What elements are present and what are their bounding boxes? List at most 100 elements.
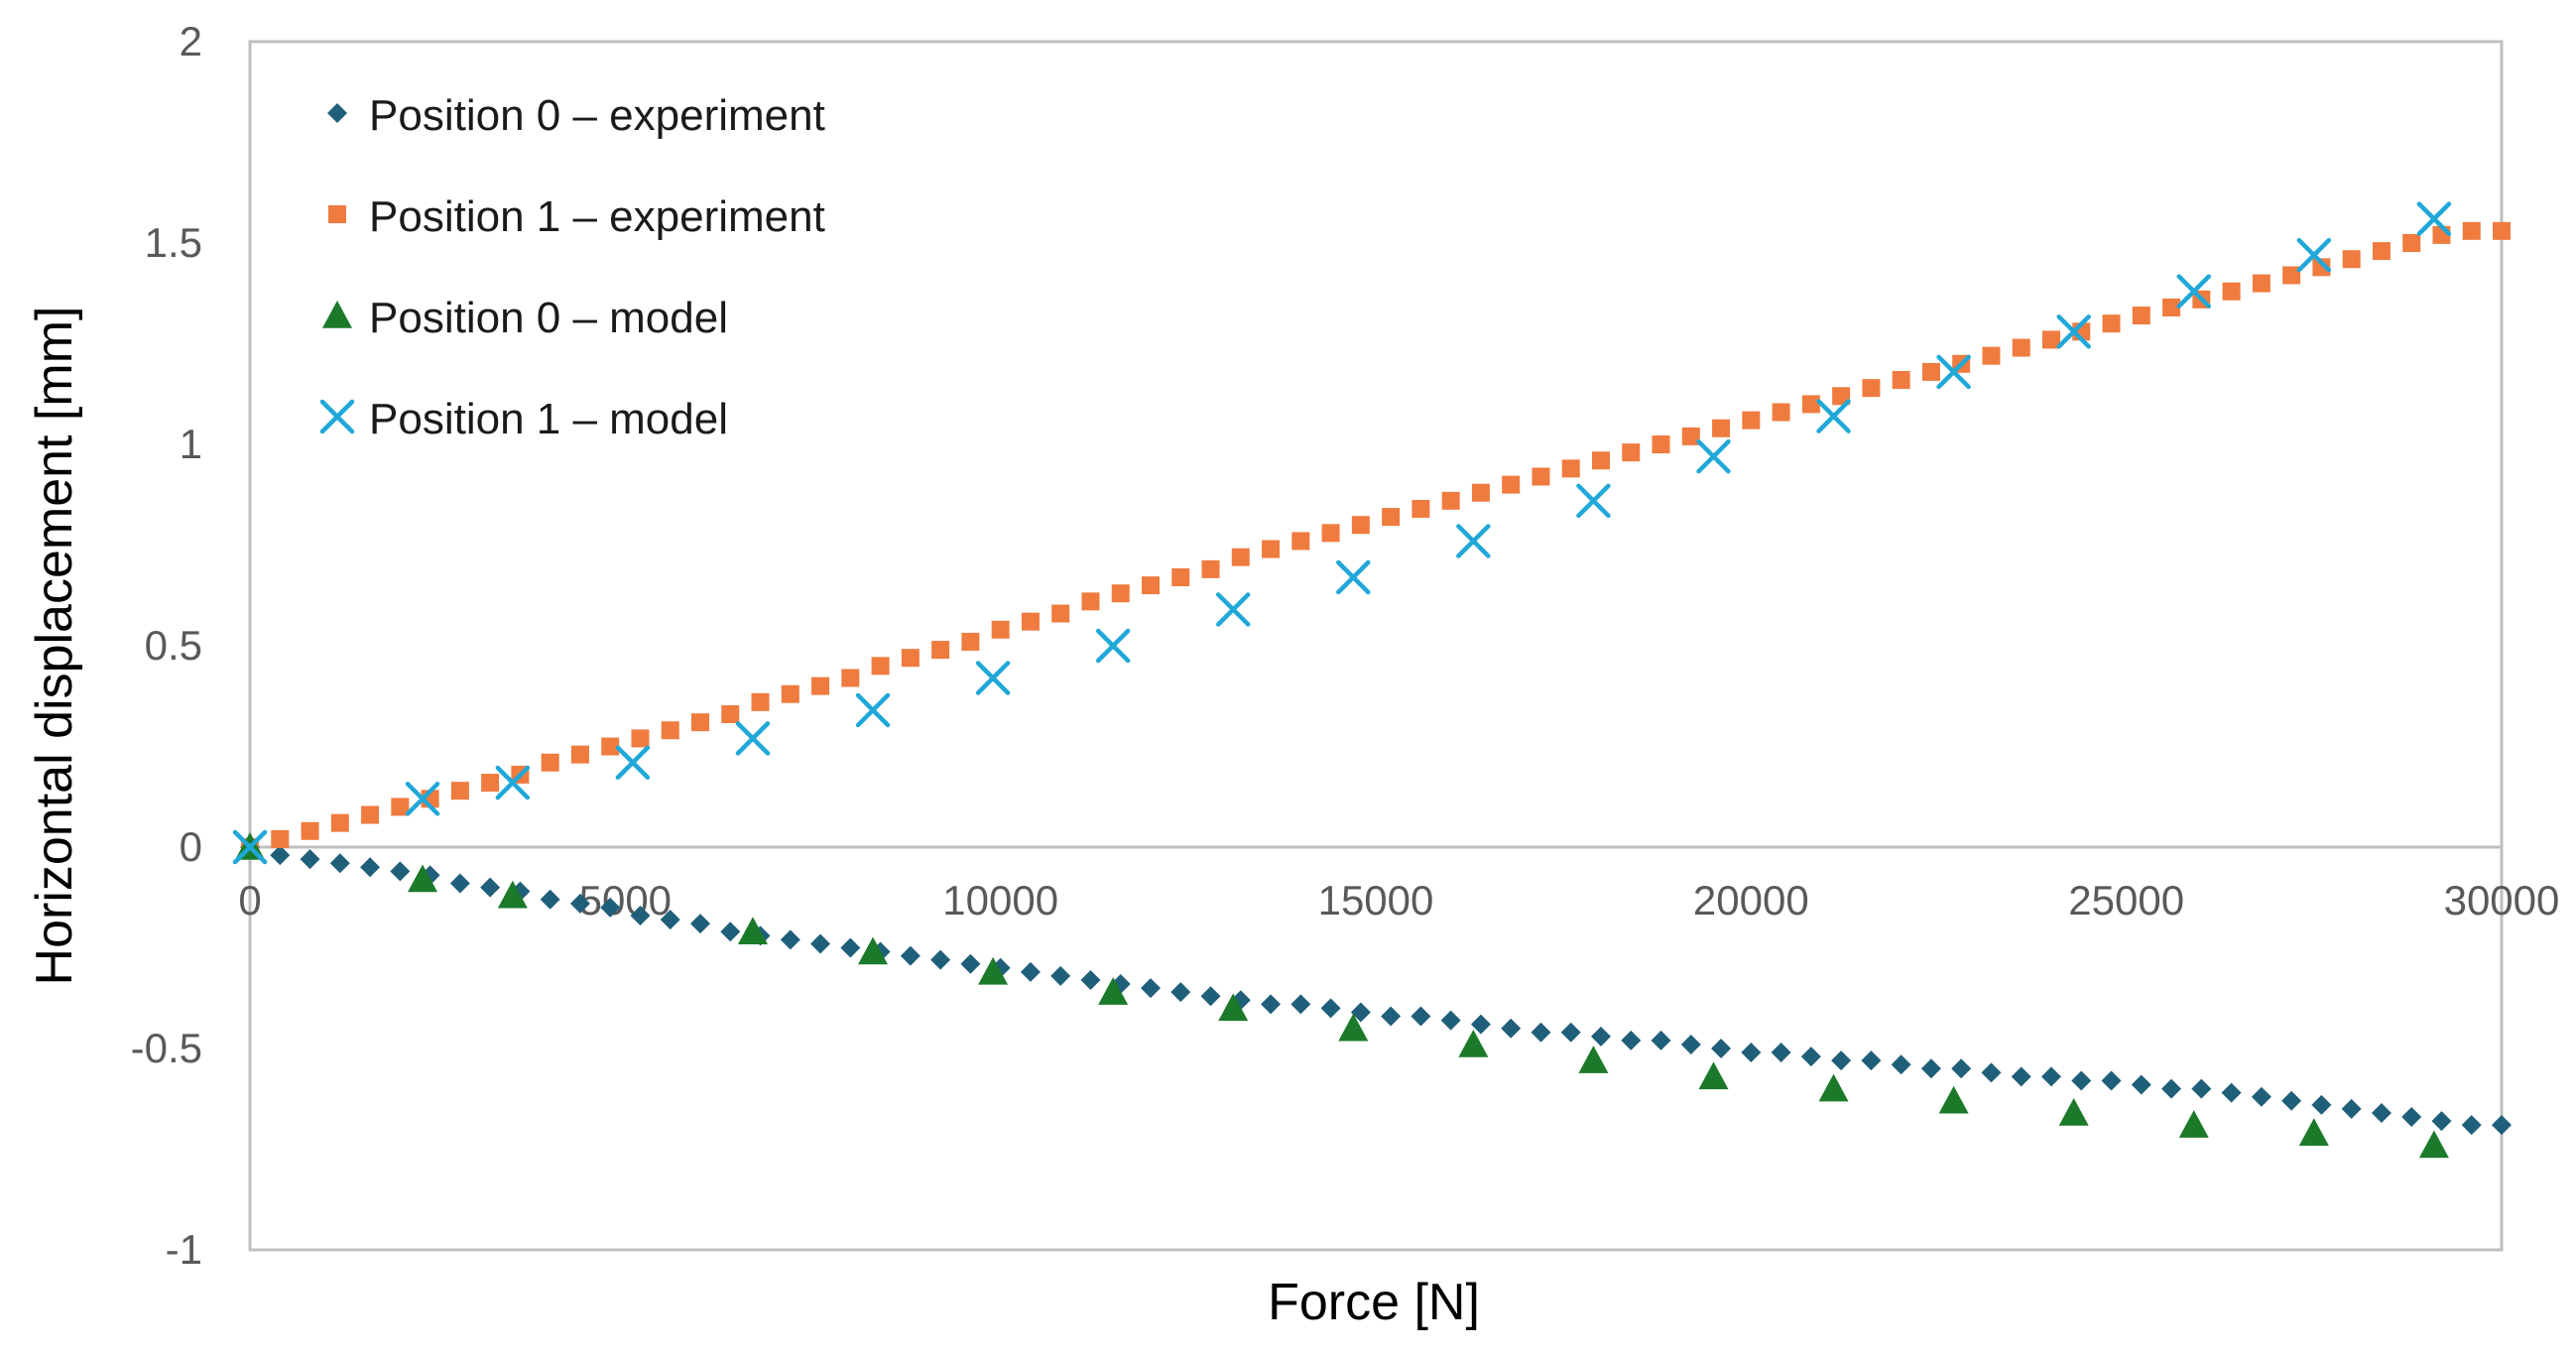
square-marker xyxy=(781,684,799,703)
square-marker xyxy=(1142,576,1160,595)
x-marker xyxy=(615,745,651,780)
square-marker xyxy=(1262,540,1281,558)
square-marker xyxy=(1532,467,1550,486)
square-marker xyxy=(661,721,679,740)
diamond-marker xyxy=(1831,1050,1852,1071)
diamond-marker xyxy=(1290,994,1311,1015)
triangle-marker xyxy=(978,956,1009,985)
triangle-marker xyxy=(497,880,528,909)
diamond-marker xyxy=(1320,998,1341,1019)
x-marker xyxy=(1215,592,1251,627)
diamond-marker xyxy=(2101,1070,2122,1091)
diamond-marker xyxy=(480,877,501,898)
square-marker xyxy=(1622,443,1641,462)
square-marker xyxy=(871,657,890,676)
diamond-marker xyxy=(2191,1078,2212,1099)
diamond-marker xyxy=(1141,978,1161,999)
square-marker xyxy=(2012,338,2030,357)
diamond-marker xyxy=(2341,1098,2362,1119)
diamond-marker xyxy=(840,937,861,958)
triangle-marker xyxy=(2058,1097,2089,1126)
x-marker xyxy=(1095,628,1131,664)
x-marker xyxy=(1336,559,1371,595)
triangle-marker xyxy=(1818,1073,1849,1102)
diamond-marker xyxy=(270,845,291,866)
diamond-marker xyxy=(360,857,381,878)
legend: Position 0 – experiment Position 1 – expe… xyxy=(319,91,825,443)
square-marker xyxy=(1712,419,1731,437)
square-marker xyxy=(361,805,380,824)
square-marker xyxy=(1921,362,1940,381)
x-marker xyxy=(1936,354,1971,390)
square-marker xyxy=(1772,403,1790,422)
series-layer xyxy=(232,201,2512,1159)
triangle-marker xyxy=(1938,1085,1969,1114)
square-marker xyxy=(1862,379,1881,398)
legend-triangle-marker xyxy=(322,301,352,328)
diamond-marker xyxy=(930,949,951,970)
x-marker xyxy=(1696,438,1731,474)
diamond-marker xyxy=(1861,1050,1882,1071)
square-marker xyxy=(2312,258,2331,277)
x-marker xyxy=(2416,201,2452,236)
square-marker xyxy=(1652,435,1670,453)
diamond-marker xyxy=(1891,1054,1911,1075)
diamond-marker xyxy=(1261,994,1282,1015)
square-marker xyxy=(901,649,920,668)
x-marker xyxy=(735,721,771,756)
square-marker xyxy=(271,829,290,848)
x-tick-label: 20000 xyxy=(1693,877,1809,924)
square-marker xyxy=(811,677,830,695)
diamond-marker xyxy=(780,929,800,950)
square-marker xyxy=(2372,242,2391,261)
diamond-marker xyxy=(1771,1043,1791,1063)
square-marker xyxy=(1892,371,1910,390)
diamond-marker xyxy=(1170,982,1191,1003)
diamond-marker xyxy=(2431,1111,2452,1132)
legend-entry: Position 0 – experiment xyxy=(327,91,825,140)
square-marker xyxy=(2462,221,2481,240)
diamond-marker xyxy=(2221,1082,2242,1103)
triangle-marker xyxy=(2298,1118,2329,1147)
legend-entry: Position 1 – model xyxy=(319,395,728,443)
y-tick-label: 2 xyxy=(180,18,202,64)
diamond-marker xyxy=(2161,1078,2182,1099)
square-marker xyxy=(1321,524,1340,543)
diamond-marker xyxy=(1440,1010,1461,1031)
x-marker xyxy=(855,692,891,728)
diamond-marker xyxy=(960,953,981,974)
diamond-marker xyxy=(2492,1115,2512,1136)
diamond-marker xyxy=(600,897,621,918)
diamond-marker xyxy=(2311,1094,2332,1115)
triangle-marker xyxy=(1098,977,1129,1005)
square-marker xyxy=(1411,499,1430,518)
diamond-marker xyxy=(2131,1074,2151,1095)
series-4 xyxy=(232,201,2452,865)
square-marker xyxy=(1982,346,2001,365)
diamond-marker xyxy=(2281,1090,2302,1111)
square-marker xyxy=(301,821,319,840)
diamond-marker xyxy=(1981,1062,2002,1083)
x-tick-label: 5000 xyxy=(579,877,672,924)
diamond-marker xyxy=(569,893,590,914)
square-marker xyxy=(1561,459,1580,478)
x-marker xyxy=(405,782,440,816)
square-marker xyxy=(1592,451,1610,470)
x-tick-labels: 0 5000 10000 15000 20000 25000 30000 xyxy=(238,877,2559,924)
square-marker xyxy=(2042,330,2060,349)
diamond-marker xyxy=(1651,1030,1671,1050)
diamond-marker xyxy=(1621,1030,1642,1050)
diamond-marker xyxy=(1020,961,1041,982)
diamond-marker xyxy=(329,853,350,874)
series-3 xyxy=(235,832,2449,1159)
diamond-marker xyxy=(390,861,411,882)
x-marker xyxy=(1576,483,1611,519)
legend-entry: Position 0 – model xyxy=(322,294,728,342)
triangle-marker xyxy=(1698,1061,1729,1090)
diamond-marker xyxy=(1711,1039,1732,1058)
square-marker xyxy=(2102,314,2121,333)
square-marker xyxy=(481,774,500,793)
square-marker xyxy=(1021,612,1040,631)
diamond-marker xyxy=(2251,1086,2271,1107)
diamond-marker xyxy=(449,873,470,894)
